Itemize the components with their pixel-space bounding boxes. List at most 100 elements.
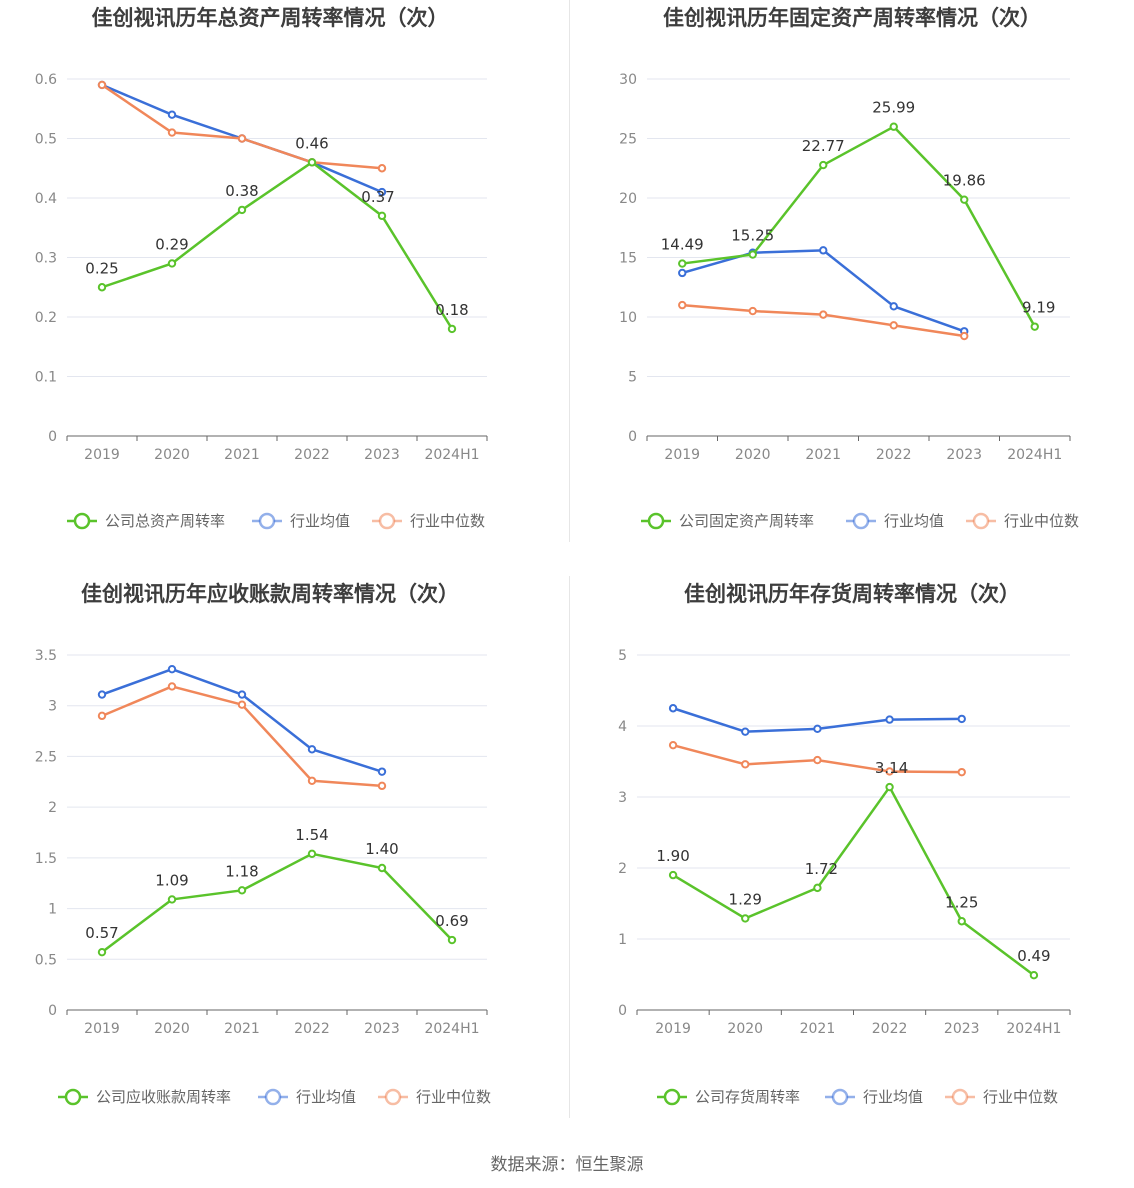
data-label: 25.99 xyxy=(872,99,915,117)
legend-marker-circle xyxy=(951,1088,969,1106)
y-tick-label: 2.5 xyxy=(35,749,57,765)
data-point-average xyxy=(167,665,177,674)
data-point-median xyxy=(237,134,247,143)
data-point-average xyxy=(889,302,898,311)
data-label: 1.29 xyxy=(729,890,762,908)
legend-label: 行业中位数 xyxy=(416,1088,491,1106)
data-point-company xyxy=(678,259,687,268)
x-tick-label: 2021 xyxy=(805,447,841,463)
x-tick-label: 2023 xyxy=(946,447,982,463)
data-point-median xyxy=(960,331,969,341)
y-tick-label: 0.1 xyxy=(35,370,57,386)
data-label: 0.25 xyxy=(85,259,118,277)
data-point-median xyxy=(167,128,177,137)
x-tick-label: 2022 xyxy=(294,447,330,463)
data-label: 1.90 xyxy=(656,847,689,865)
x-tick-label: 2019 xyxy=(84,447,120,463)
y-tick-label: 1.5 xyxy=(35,851,57,867)
y-tick-label: 5 xyxy=(618,648,627,664)
data-label: 0.38 xyxy=(225,182,258,200)
data-point-company xyxy=(960,195,969,204)
y-tick-label: 0.5 xyxy=(35,132,57,148)
data-point-median xyxy=(377,164,387,173)
legend-label: 公司固定资产周转率 xyxy=(679,512,814,530)
series-line-company xyxy=(101,852,453,954)
data-label: 0.57 xyxy=(85,924,118,942)
chart-title: 佳创视讯历年应收账款周转率情况（次） xyxy=(81,582,459,606)
data-source-label: 数据来源：恒生聚源 xyxy=(490,1155,644,1175)
x-tick-label: 2021 xyxy=(800,1021,836,1037)
data-label: 1.54 xyxy=(295,826,328,844)
x-tick-label: 2024H1 xyxy=(1006,1021,1061,1037)
legend-label: 行业均值 xyxy=(863,1088,923,1106)
legend-marker-circle xyxy=(831,1088,849,1106)
x-tick-label: 2020 xyxy=(154,1021,190,1037)
legend-label: 行业中位数 xyxy=(983,1088,1058,1106)
data-label: 0.18 xyxy=(435,301,468,319)
legend-marker-circle xyxy=(384,1088,402,1106)
chart-receivables-turnover: 佳创视讯历年应收账款周转率情况（次） 0 0.5 1 1.5 2 2.5 3 3.5 2019 20… xyxy=(35,582,491,1106)
legend-marker-circle xyxy=(663,1088,681,1106)
data-label: 9.19 xyxy=(1022,299,1055,317)
legend-marker-circle xyxy=(378,512,396,530)
x-tick-label: 2024H1 xyxy=(424,447,479,463)
series-line-company xyxy=(682,125,1036,328)
data-point-company xyxy=(885,782,894,792)
y-tick-label: 15 xyxy=(619,251,637,267)
y-tick-label: 0.5 xyxy=(35,952,57,968)
y-tick-label: 0 xyxy=(618,1003,627,1019)
data-label: 0.69 xyxy=(435,912,468,930)
x-tick-label: 2022 xyxy=(294,1021,330,1037)
data-point-median xyxy=(307,776,317,785)
data-point-median xyxy=(813,755,822,765)
y-tick-label: 1 xyxy=(48,902,57,918)
data-point-average xyxy=(377,187,387,197)
y-tick-label: 0 xyxy=(48,429,57,445)
data-label: 15.25 xyxy=(731,227,774,245)
data-point-median xyxy=(957,767,966,777)
data-point-company xyxy=(813,883,822,893)
y-tick-label: 4 xyxy=(618,719,627,735)
data-label: 0.46 xyxy=(295,134,328,152)
data-point-company xyxy=(1030,322,1039,331)
x-tick-label: 2020 xyxy=(154,447,190,463)
x-tick-label: 2023 xyxy=(364,447,400,463)
data-label: 22.77 xyxy=(802,137,845,155)
legend-label: 行业均值 xyxy=(884,512,944,530)
y-tick-label: 0 xyxy=(48,1003,57,1019)
panel-divider xyxy=(569,576,570,1118)
x-tick-label: 2024H1 xyxy=(424,1021,479,1037)
legend-marker-circle xyxy=(64,1088,82,1106)
y-tick-label: 0.3 xyxy=(35,251,57,267)
chart-fixed-asset-turnover: 佳创视讯历年固定资产周转率情况（次） 0 5 10 15 20 25 30 2019 2020 20… xyxy=(619,6,1079,530)
data-label: 1.18 xyxy=(225,862,258,880)
panel-divider xyxy=(569,0,570,542)
data-point-company xyxy=(668,870,678,880)
data-point-median xyxy=(167,682,177,691)
data-point-average xyxy=(97,690,107,699)
y-tick-label: 5 xyxy=(628,370,637,386)
data-point-average xyxy=(678,268,687,278)
legend-label: 行业中位数 xyxy=(1004,512,1079,530)
x-tick-label: 2019 xyxy=(84,1021,120,1037)
data-point-company xyxy=(819,160,828,170)
data-point-average xyxy=(167,110,177,119)
legend-marker-circle xyxy=(264,1088,282,1106)
legend-label: 行业均值 xyxy=(290,512,350,530)
data-label: 14.49 xyxy=(661,236,704,254)
data-label: 1.72 xyxy=(805,860,838,878)
data-point-company xyxy=(167,259,177,268)
data-point-median xyxy=(678,300,687,310)
data-label: 19.86 xyxy=(943,172,986,190)
data-label: 1.25 xyxy=(945,893,978,911)
data-point-median xyxy=(97,80,107,90)
chart-title: 佳创视讯历年存货周转率情况（次） xyxy=(684,582,1020,606)
data-point-average xyxy=(237,690,247,699)
data-point-average xyxy=(741,727,750,736)
data-point-company xyxy=(237,205,247,215)
data-point-median xyxy=(885,767,894,776)
series-line-median xyxy=(682,303,965,338)
y-tick-label: 20 xyxy=(619,191,637,207)
data-point-average xyxy=(377,767,387,776)
data-point-average xyxy=(668,704,678,713)
